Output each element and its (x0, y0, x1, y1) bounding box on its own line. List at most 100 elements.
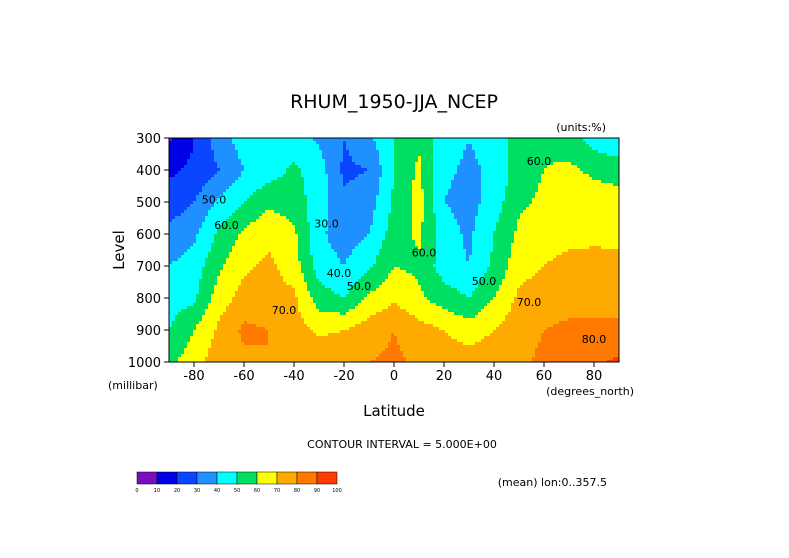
field-cell (364, 237, 385, 241)
field-cell (205, 183, 232, 187)
field-cell (193, 201, 214, 205)
field-cell (307, 204, 328, 208)
field-cell (496, 222, 517, 226)
field-cell (598, 150, 619, 154)
field-cell (508, 267, 541, 271)
contour-label: 50.0 (347, 280, 372, 293)
field-cell (463, 156, 475, 160)
field-cell (247, 321, 304, 325)
field-cell (415, 315, 463, 319)
field-cell (331, 288, 349, 292)
field-cell (169, 171, 178, 175)
field-cell (439, 273, 484, 277)
field-cell (175, 216, 205, 220)
field-cell (301, 168, 325, 172)
field-cell (514, 234, 619, 238)
field-cell (241, 171, 286, 175)
field-cell (481, 192, 505, 196)
field-cell (394, 153, 433, 157)
field-cell (394, 174, 415, 178)
field-cell (175, 174, 214, 178)
field-cell (190, 153, 214, 157)
field-cell (532, 201, 619, 205)
field-cell (541, 333, 619, 337)
colorbar-label: 30 (194, 488, 200, 494)
field-cell (298, 258, 313, 262)
field-cell (463, 153, 475, 157)
field-cell (265, 183, 304, 187)
field-cell (328, 177, 343, 181)
field-cell (559, 321, 619, 325)
field-cell (457, 288, 475, 292)
field-cell (541, 180, 601, 184)
field-cell (478, 207, 502, 211)
colorbar-label: 40 (214, 488, 220, 494)
field-cell (382, 243, 415, 247)
field-cell (241, 159, 325, 163)
field-cell (169, 315, 175, 319)
field-cell (214, 159, 241, 163)
field-cell (328, 210, 373, 214)
field-cell (328, 198, 376, 202)
field-cell (310, 243, 331, 247)
field-cell (463, 234, 472, 238)
field-cell (457, 165, 481, 169)
field-cell (250, 270, 280, 274)
field-cell (466, 294, 472, 298)
field-cell (436, 216, 454, 220)
field-cell (211, 246, 232, 250)
field-cell (538, 342, 619, 346)
field-cell (415, 177, 421, 181)
field-cell (394, 171, 415, 175)
field-cell (502, 321, 559, 325)
field-cell (349, 150, 379, 154)
field-cell (304, 192, 328, 196)
field-cell (346, 261, 376, 265)
field-cell (238, 207, 307, 211)
field-cell (541, 336, 619, 340)
field-cell (505, 186, 538, 190)
field-cell (358, 279, 385, 283)
field-cell (217, 324, 241, 328)
field-cell (235, 294, 295, 298)
field-cell (379, 150, 394, 154)
field-cell (301, 174, 328, 178)
colorbar-label: 100 (332, 488, 342, 494)
x-tick-label: -80 (183, 369, 204, 384)
field-cell (340, 171, 364, 175)
field-cell (508, 159, 619, 163)
field-cell (397, 342, 463, 346)
field-cell (481, 171, 508, 175)
field-cell (256, 264, 277, 268)
field-cell (214, 291, 235, 295)
field-cell (196, 195, 220, 199)
field-cell (238, 285, 292, 289)
field-cell (424, 195, 433, 199)
field-cell (232, 138, 313, 142)
field-cell (343, 174, 358, 178)
field-cell (232, 141, 316, 145)
field-cell (436, 243, 463, 247)
field-cell (193, 138, 211, 142)
field-cell (307, 285, 325, 289)
field-cell (316, 303, 358, 307)
field-cell (433, 177, 454, 181)
field-cell (475, 219, 499, 223)
field-cell (184, 252, 208, 256)
field-cell (508, 177, 541, 181)
field-cell (307, 282, 322, 286)
field-cell (238, 177, 277, 181)
field-cell (328, 234, 367, 238)
x-tick-label: -40 (283, 369, 304, 384)
field-cell (493, 246, 511, 250)
field-cell (169, 153, 190, 157)
field-cell (346, 147, 376, 151)
field-cell (334, 249, 352, 253)
field-cell (370, 228, 388, 232)
field-cell (256, 324, 307, 328)
field-cell (208, 252, 229, 256)
field-cell (517, 225, 619, 229)
field-cell (367, 270, 391, 274)
field-cell (481, 183, 508, 187)
